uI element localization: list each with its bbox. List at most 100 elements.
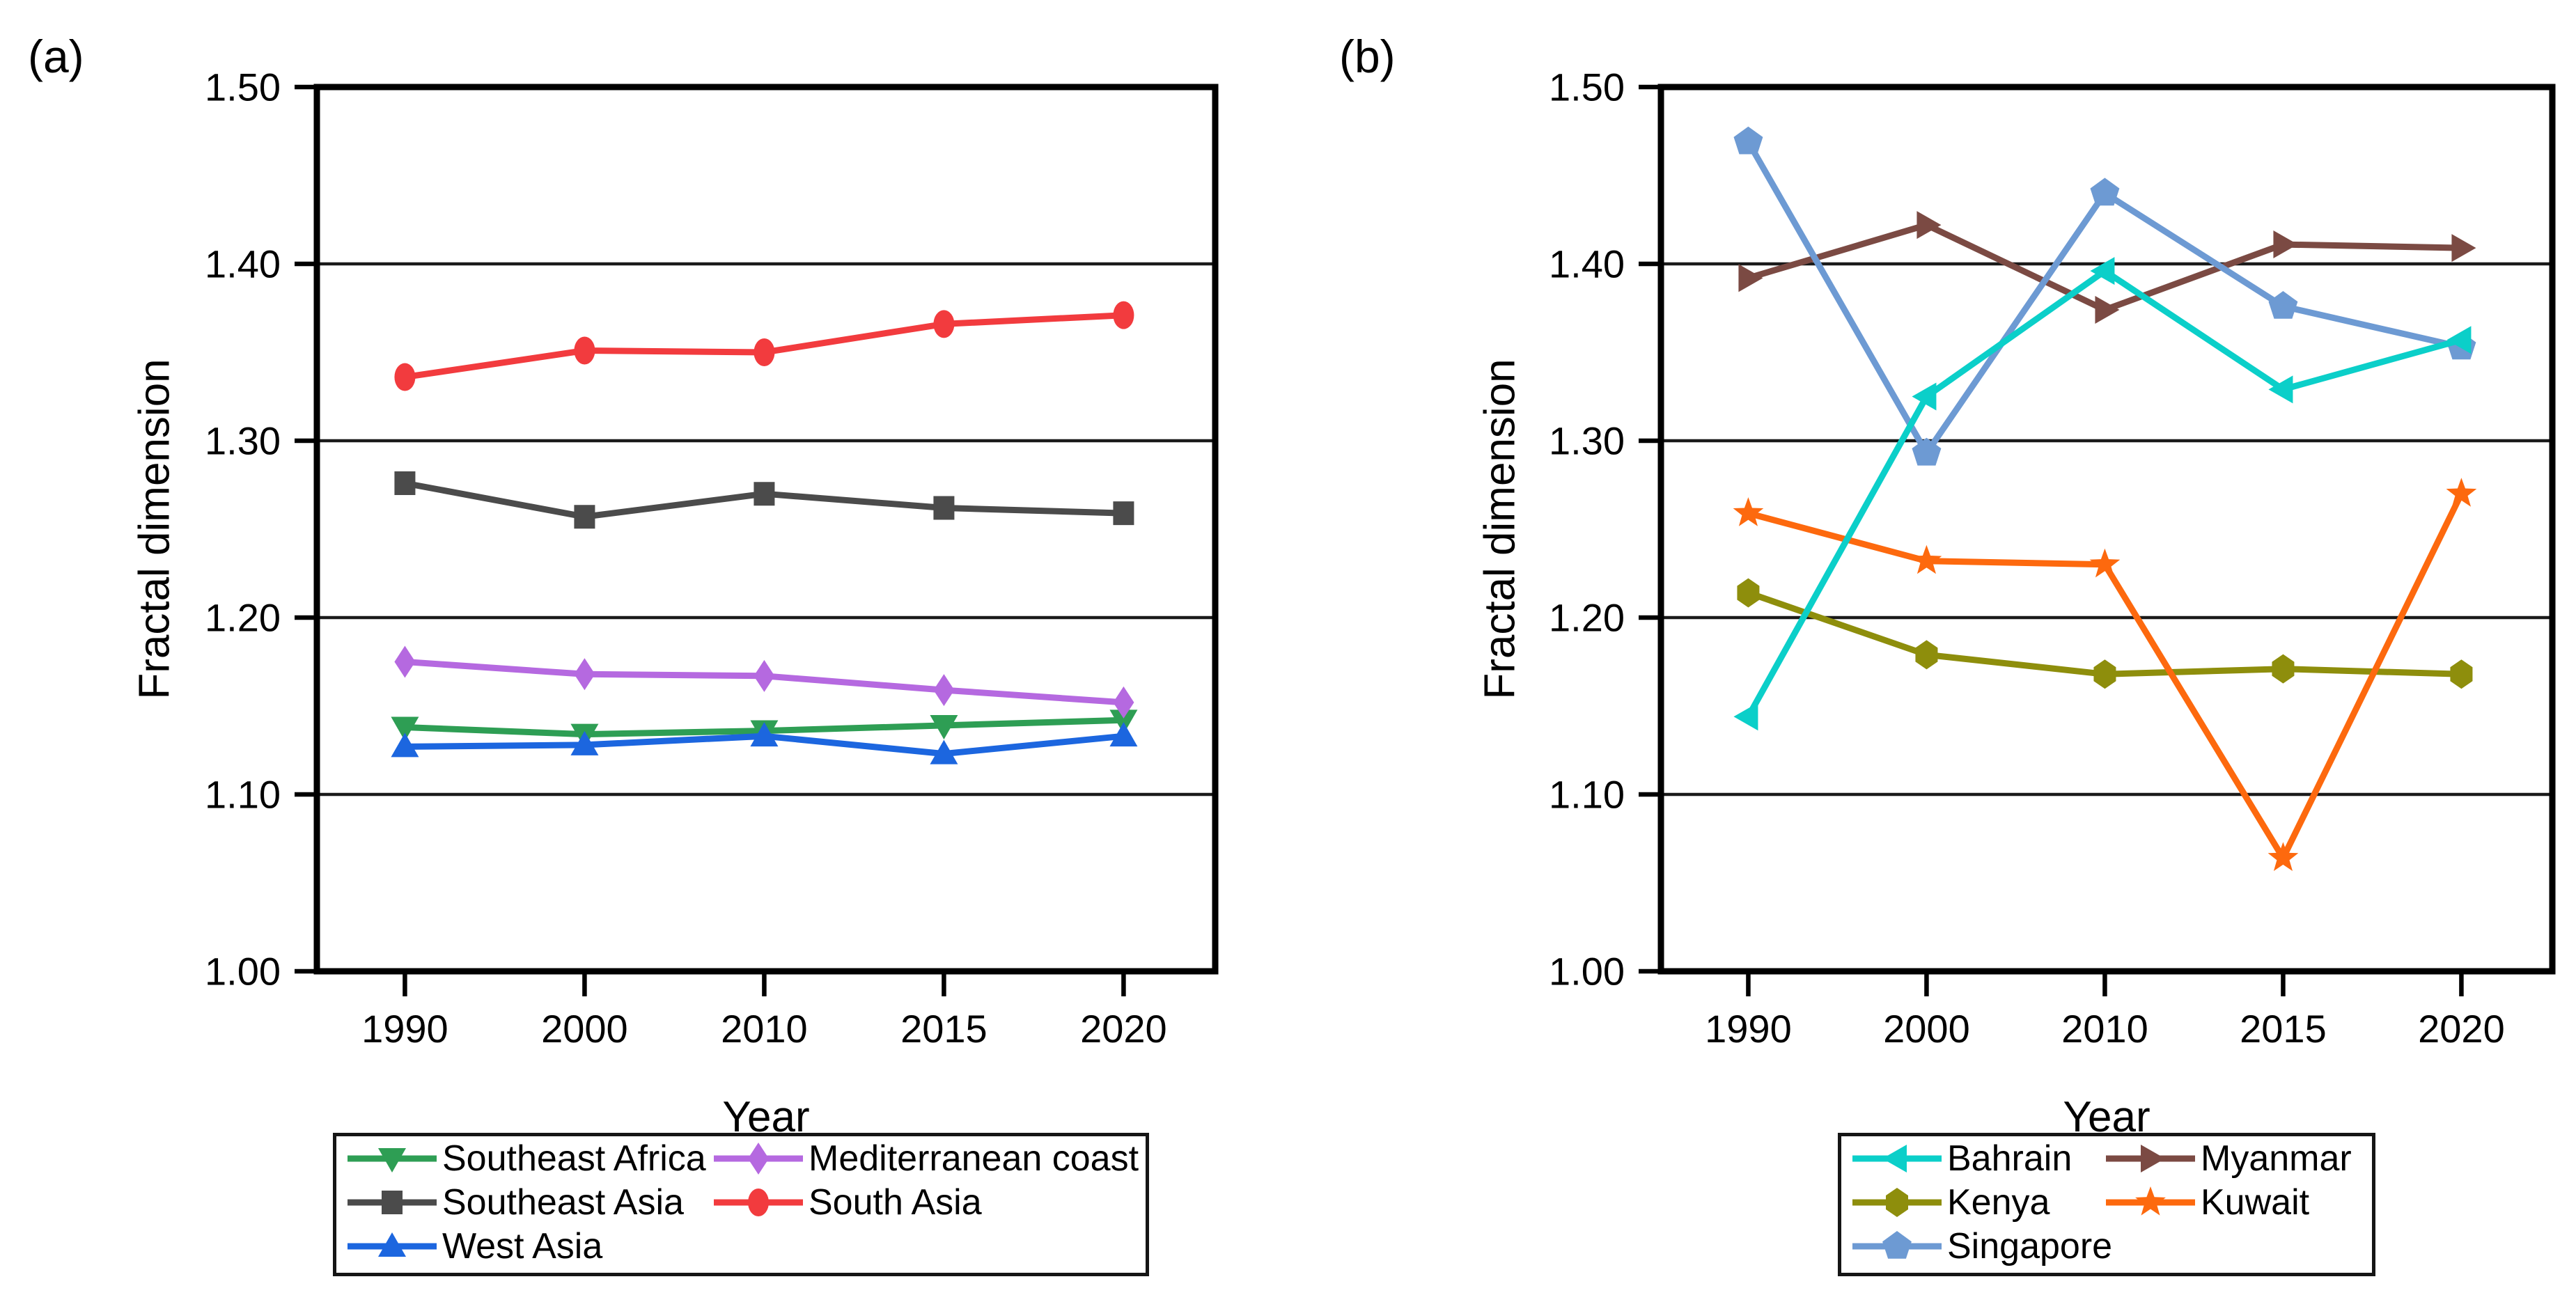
star-marker-icon [2446,478,2477,507]
legend-label-southeast-asia: Southeast Asia [442,1182,684,1223]
triangle-down-marker-icon [930,714,958,739]
square-marker-icon [1113,501,1134,526]
circle-marker-icon [1113,301,1134,329]
triangle-right-marker-icon [2451,234,2476,262]
plot-frame [313,84,1219,975]
legend-swatch-kenya [1852,1188,1942,1217]
triangle-left-marker-icon [2446,326,2472,354]
triangle-right-marker-icon [2273,230,2298,259]
square-marker-icon [933,496,955,520]
panel-b-label: (b) [1339,31,1396,82]
legend-swatch-mediterranean-coast [714,1143,803,1175]
circle-marker-icon [754,338,775,366]
pentagon-marker-icon [2090,178,2120,206]
triangle-down-marker-icon [378,1148,406,1172]
circle-marker-icon [748,1189,769,1216]
x-tick-label: 1990 [361,1007,448,1051]
triangle-down-marker-icon [391,716,419,742]
panel-a-label: (a) [28,31,84,82]
y-axis-title: Fractal dimension [131,359,179,699]
plot-frame [1657,84,2556,975]
triangle-up-marker-icon [378,1232,406,1257]
hexagon-marker-icon [2272,654,2295,684]
panel-a-chart: 1.00 1.10 1.20 1.30 1.40 1.50 1990 2000 2010 2015… [131,65,1219,1135]
legend-label-southeast-africa: Southeast Africa [442,1138,706,1179]
star-marker-icon [2089,548,2121,578]
diamond-marker-icon [933,674,955,707]
x-tick-label: 2010 [2061,1007,2148,1051]
y-tick-label: 1.30 [205,419,281,463]
y-tick-label: 1.20 [1549,596,1625,640]
hexagon-marker-icon [2093,659,2116,689]
x-tick-label: 2015 [900,1007,988,1051]
triangle-down-marker-icon [1109,709,1138,735]
x-axis-title: Year [722,1093,809,1135]
y-tick-label: 1.00 [205,950,281,994]
triangle-left-marker-icon [1882,1145,1907,1172]
circle-marker-icon [933,310,955,338]
legend-swatch-myanmar [2106,1145,2195,1172]
legend-item-southeast-africa: Southeast Africa [346,1140,706,1177]
series-bahrain [1733,257,2472,731]
legend-item-kuwait: Kuwait [2105,1184,2309,1221]
legend-label-west-asia: West Asia [442,1226,603,1266]
legend-label-kuwait: Kuwait [2201,1182,2310,1223]
pentagon-marker-icon [2268,291,2298,319]
x-tick-label: 2020 [2418,1007,2505,1051]
y-tick-label: 1.50 [1549,65,1625,109]
triangle-right-marker-icon [1738,264,1763,292]
triangle-up-marker-icon [391,732,419,758]
legend-label-bahrain: Bahrain [1947,1138,2072,1179]
x-tick-label: 1990 [1705,1007,1792,1051]
legend-label-mediterranean-coast: Mediterranean coast [809,1138,1139,1179]
y-tick-label: 1.50 [205,65,281,109]
panel-b: (b) 1.00 1.10 1.20 1.30 1.40 1.50 1990 2000 2010… [1288,0,2576,1302]
legend-item-bahrain: Bahrain [1851,1140,2072,1177]
x-tick-label: 2015 [2240,1007,2327,1051]
hexagon-marker-icon [1886,1188,1908,1217]
panel-b-legend: Bahrain Myanmar Kenya Kuwait Singapore [1838,1133,2375,1276]
triangle-up-marker-icon [930,739,958,764]
triangle-left-marker-icon [1733,703,1758,731]
circle-marker-icon [574,336,595,365]
diamond-marker-icon [754,659,775,692]
triangle-left-marker-icon [2090,257,2115,285]
series-west-asia [391,722,1138,764]
triangle-up-marker-icon [750,722,779,747]
hexagon-marker-icon [2450,659,2473,689]
legend-item-kenya: Kenya [1851,1184,2050,1221]
legend-item-mediterranean-coast: Mediterranean coast [712,1140,1139,1177]
y-tick-label: 1.10 [1549,773,1625,817]
triangle-up-marker-icon [1109,722,1138,747]
series-myanmar [1738,211,2476,324]
y-tick-label: 1.00 [1549,950,1625,994]
diamond-marker-icon [394,645,416,678]
triangle-left-marker-icon [2268,375,2293,404]
legend-swatch-southeast-africa [348,1148,437,1172]
y-axis-title: Fractal dimension [1476,359,1524,699]
pentagon-marker-icon [1882,1231,1912,1259]
legend-item-west-asia: West Asia [346,1228,602,1264]
y-tick-label: 1.30 [1549,419,1625,463]
triangle-right-marker-icon [1917,211,1942,240]
hexagon-marker-icon [1915,640,1938,670]
series-south-asia [394,301,1134,391]
circle-marker-icon [394,363,416,391]
square-marker-icon [574,505,595,529]
x-axis-title: Year [2063,1093,2150,1135]
legend-label-myanmar: Myanmar [2201,1138,2352,1179]
legend-label-singapore: Singapore [1947,1226,2113,1266]
x-tick-label: 2000 [541,1007,628,1051]
series-singapore [1733,126,2476,466]
star-marker-icon [1733,497,1764,526]
panel-a: (a) 1.00 1.10 1.20 1.30 1.40 1.50 1990 2000 2010… [28,31,1219,1276]
triangle-left-marker-icon [1912,382,1937,411]
pentagon-marker-icon [1733,126,1763,155]
legend-item-south-asia: South Asia [712,1184,982,1221]
diamond-marker-icon [1113,686,1134,719]
square-marker-icon [382,1191,403,1214]
legend-item-myanmar: Myanmar [2105,1140,2352,1177]
legend-label-south-asia: South Asia [809,1182,982,1223]
diamond-marker-icon [574,658,595,691]
legend-swatch-singapore [1852,1231,1942,1259]
